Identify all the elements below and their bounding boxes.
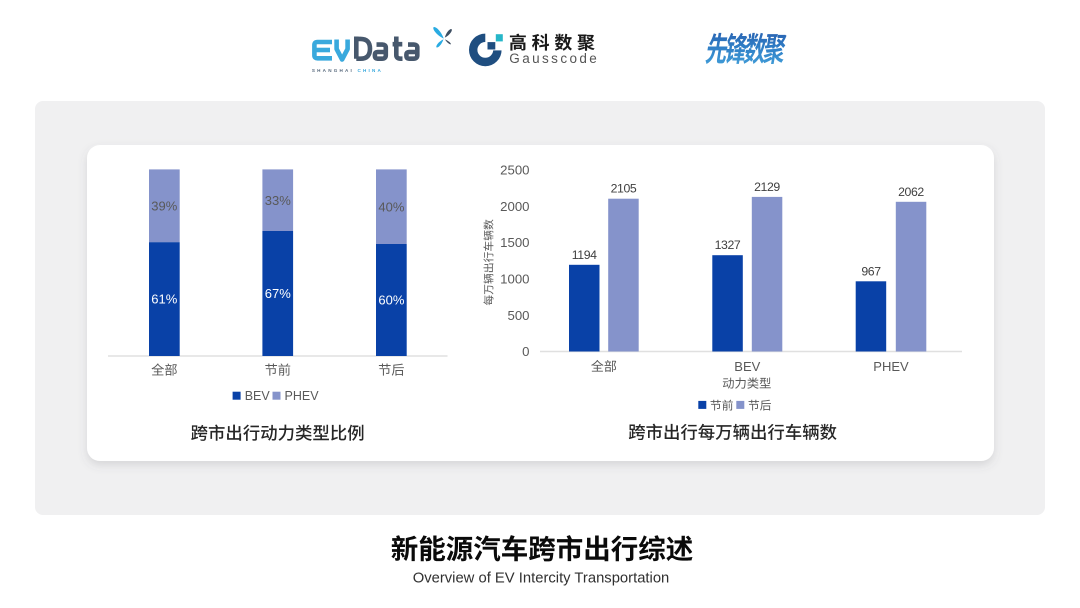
svg-text:1194: 1194 xyxy=(572,248,597,262)
svg-text:PHEV: PHEV xyxy=(873,359,909,374)
svg-text:33%: 33% xyxy=(265,193,291,208)
svg-text:61%: 61% xyxy=(151,292,177,307)
svg-text:SHANGHAI CHINA: SHANGHAI CHINA xyxy=(312,68,383,73)
svg-text:BEV: BEV xyxy=(245,389,271,403)
svg-text:PHEV: PHEV xyxy=(285,389,320,403)
svg-text:1000: 1000 xyxy=(500,272,529,287)
svg-text:BEV: BEV xyxy=(734,359,760,374)
svg-text:39%: 39% xyxy=(151,198,177,213)
svg-text:1500: 1500 xyxy=(500,235,529,250)
svg-text:40%: 40% xyxy=(378,199,404,214)
svg-text:2129: 2129 xyxy=(754,180,780,194)
svg-text:967: 967 xyxy=(861,264,881,278)
svg-text:60%: 60% xyxy=(378,293,404,308)
svg-text:500: 500 xyxy=(507,308,529,323)
svg-text:Overview of EV Intercity Trans: Overview of EV Intercity Transportation xyxy=(413,571,670,587)
svg-text:2000: 2000 xyxy=(500,199,529,214)
svg-text:67%: 67% xyxy=(265,286,291,301)
svg-text:1327: 1327 xyxy=(715,238,741,252)
svg-text:2105: 2105 xyxy=(611,182,637,196)
svg-text:Gausscode: Gausscode xyxy=(509,51,599,66)
svg-text:2500: 2500 xyxy=(500,163,529,178)
svg-text:0: 0 xyxy=(522,344,529,359)
svg-text:2062: 2062 xyxy=(898,185,924,199)
